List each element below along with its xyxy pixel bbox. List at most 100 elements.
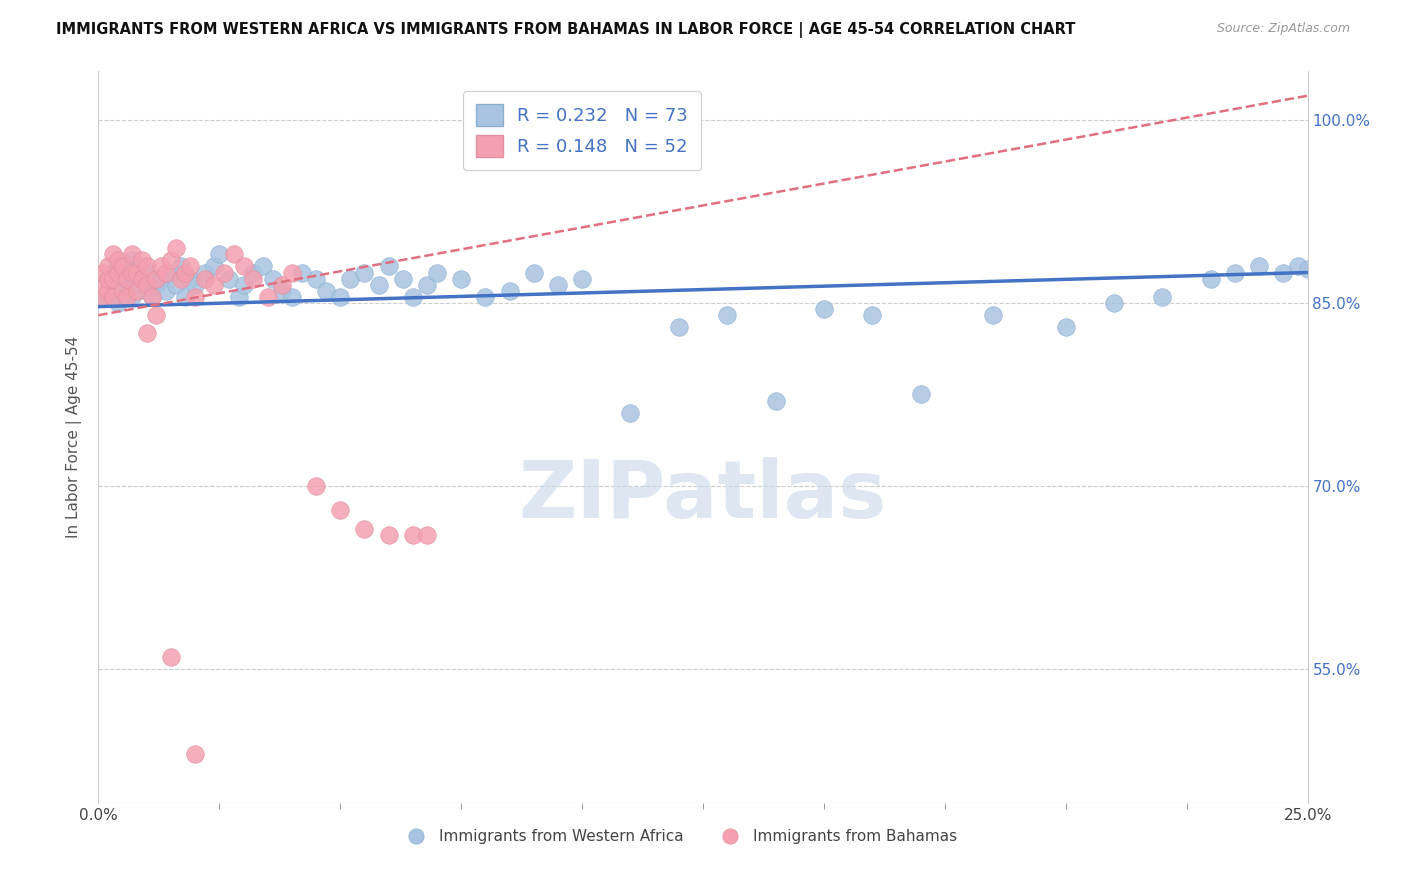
Point [111,284,134,298]
Point [107,265,129,279]
Point [765,393,787,408]
Point [228,290,250,304]
Point [329,290,352,304]
Point [91,277,114,292]
Point [184,290,207,304]
Point [402,290,425,304]
Text: IMMIGRANTS FROM WESTERN AFRICA VS IMMIGRANTS FROM BAHAMAS IN LABOR FORCE | AGE 4: IMMIGRANTS FROM WESTERN AFRICA VS IMMIGR… [56,22,1076,38]
Point [160,649,183,664]
Point [1152,290,1174,304]
Point [165,277,187,292]
Point [547,277,569,292]
Point [910,387,932,401]
Point [860,308,883,322]
Point [1272,265,1295,279]
Point [117,290,139,304]
Point [305,271,328,285]
Point [141,290,163,304]
Point [91,290,114,304]
Point [290,265,312,279]
Point [169,271,191,285]
Point [150,271,173,285]
Point [402,527,425,541]
Point [1199,271,1222,285]
Point [174,290,197,304]
Point [1296,261,1319,276]
Point [111,260,134,274]
Point [194,271,217,285]
Point [204,260,226,274]
Point [208,247,231,261]
Point [222,247,245,261]
Point [179,271,201,285]
Point [305,479,328,493]
Point [218,271,240,285]
Point [121,290,143,304]
Point [179,260,201,274]
Point [97,284,120,298]
Point [155,284,177,298]
Point [339,271,361,285]
Point [127,271,149,285]
Text: Source: ZipAtlas.com: Source: ZipAtlas.com [1216,22,1350,36]
Point [141,290,163,304]
Point [97,284,120,298]
Point [242,271,264,285]
Point [127,284,149,298]
Point [668,320,690,334]
Point [377,260,399,274]
Point [155,265,177,279]
Point [262,271,284,285]
Point [135,265,157,279]
Point [256,290,278,304]
Point [204,277,226,292]
Point [111,290,134,304]
Point [571,271,593,285]
Point [145,308,167,322]
Point [121,247,143,261]
Point [135,260,157,274]
Point [117,271,139,285]
Point [271,277,294,292]
Point [416,527,439,541]
Point [1223,265,1246,279]
Point [329,503,352,517]
Point [1249,260,1271,274]
Point [160,265,183,279]
Point [135,326,157,341]
Point [184,277,207,292]
Point [353,521,375,535]
Point [212,265,235,279]
Point [97,271,120,285]
Point [716,308,738,322]
Point [368,277,391,292]
Point [392,271,415,285]
Point [474,290,496,304]
Point [131,277,153,292]
Point [232,277,254,292]
Point [111,271,134,285]
Point [271,284,294,298]
Legend: Immigrants from Western Africa, Immigrants from Bahamas: Immigrants from Western Africa, Immigran… [395,822,963,850]
Point [145,277,167,292]
Point [232,260,254,274]
Point [121,265,143,279]
Point [101,247,124,261]
Point [377,527,399,541]
Point [1102,296,1125,310]
Point [165,241,187,255]
Point [242,265,264,279]
Point [523,265,546,279]
Point [101,271,124,285]
Point [169,260,191,274]
Point [145,271,167,285]
Point [127,265,149,279]
Point [101,277,124,292]
Point [91,265,114,279]
Point [1054,320,1077,334]
Point [101,290,124,304]
Point [813,301,835,317]
Point [416,277,439,292]
Point [107,253,129,268]
Point [184,747,207,761]
